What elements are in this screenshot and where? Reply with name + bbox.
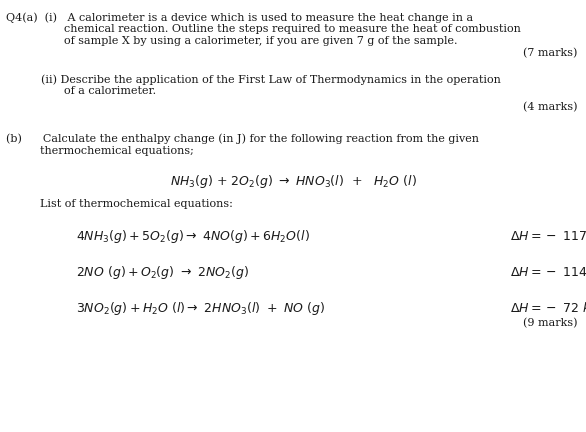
Text: (7 marks): (7 marks) bbox=[523, 48, 577, 59]
Text: $\Delta H = -\ 72\ kJ$: $\Delta H = -\ 72\ kJ$ bbox=[510, 300, 586, 317]
Text: of sample X by using a calorimeter, if you are given 7 g of the sample.: of sample X by using a calorimeter, if y… bbox=[64, 36, 458, 46]
Text: $NH_3(g)$ + $2O_2(g)$ $\rightarrow$ $HNO_3(l)$  +   $H_2O\ (l)$: $NH_3(g)$ + $2O_2(g)$ $\rightarrow$ $HNO… bbox=[169, 173, 417, 190]
Text: $\Delta H = -\ 114\ kJ$: $\Delta H = -\ 114\ kJ$ bbox=[510, 264, 586, 280]
Text: (4 marks): (4 marks) bbox=[523, 102, 577, 113]
Text: chemical reaction. Outline the steps required to measure the heat of combustion: chemical reaction. Outline the steps req… bbox=[64, 24, 522, 34]
Text: (ii) Describe the application of the First Law of Thermodynamics in the operatio: (ii) Describe the application of the Fir… bbox=[41, 74, 501, 85]
Text: $2NO\ (g) + O_2(g)\ \rightarrow\ 2NO_2(g)$: $2NO\ (g) + O_2(g)\ \rightarrow\ 2NO_2(g… bbox=[76, 264, 249, 280]
Text: of a calorimeter.: of a calorimeter. bbox=[64, 86, 156, 96]
Text: Q4(a)  (i)   A calorimeter is a device which is used to measure the heat change : Q4(a) (i) A calorimeter is a device whic… bbox=[6, 12, 473, 22]
Text: $4NH_3(g) + 5O_2(g) \rightarrow\ 4NO(g) + 6H_2O(l)$: $4NH_3(g) + 5O_2(g) \rightarrow\ 4NO(g) … bbox=[76, 228, 310, 245]
Text: List of thermochemical equations:: List of thermochemical equations: bbox=[40, 199, 233, 209]
Text: (b)      Calculate the enthalpy change (in J) for the following reaction from th: (b) Calculate the enthalpy change (in J)… bbox=[6, 134, 479, 144]
Text: $3NO_2(g) + H_2O\ (l) \rightarrow\ 2HNO_3(l)\ +\ NO\ (g)$: $3NO_2(g) + H_2O\ (l) \rightarrow\ 2HNO_… bbox=[76, 300, 325, 317]
Text: $\Delta H = -\ 1170\ kJ$: $\Delta H = -\ 1170\ kJ$ bbox=[510, 228, 586, 245]
Text: thermochemical equations;: thermochemical equations; bbox=[40, 146, 194, 156]
Text: (9 marks): (9 marks) bbox=[523, 318, 577, 328]
